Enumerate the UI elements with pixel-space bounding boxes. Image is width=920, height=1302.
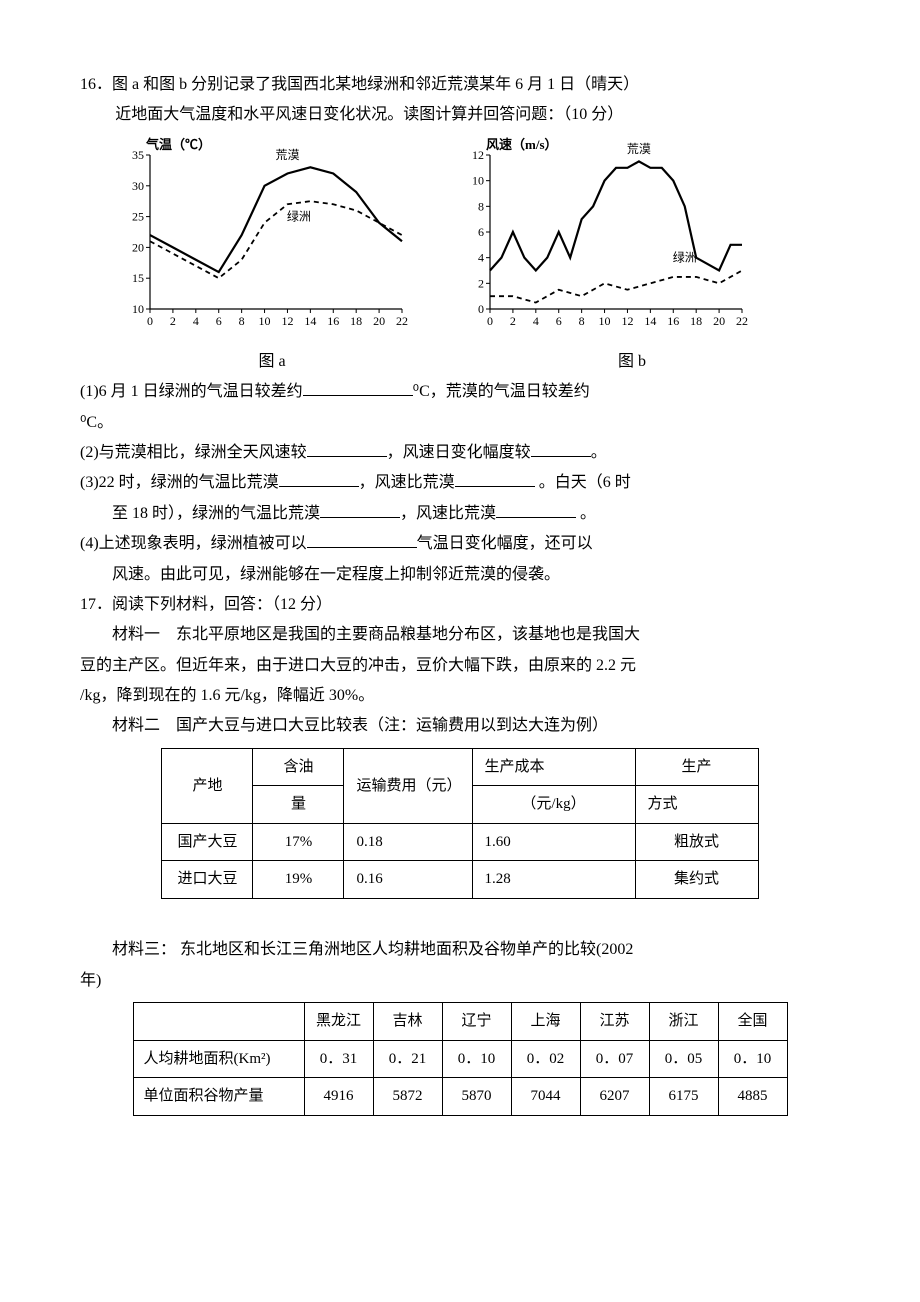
caption-a: 图 a <box>112 347 432 377</box>
svg-text:6: 6 <box>556 314 562 328</box>
svg-text:气温（℃）: 气温（℃） <box>146 137 211 152</box>
blank <box>279 470 359 487</box>
col-origin: 产地 <box>162 748 253 823</box>
svg-text:0: 0 <box>478 302 484 316</box>
svg-text:30: 30 <box>132 179 144 193</box>
chart-a: 气温（℃）1015202530350246810121416182022（时）荒… <box>112 137 412 337</box>
svg-text:10: 10 <box>132 302 144 316</box>
svg-text:8: 8 <box>239 314 245 328</box>
charts-row: 气温（℃）1015202530350246810121416182022（时）荒… <box>80 137 840 337</box>
svg-text:25: 25 <box>132 209 144 223</box>
svg-text:18: 18 <box>350 314 362 328</box>
svg-text:8: 8 <box>478 199 484 213</box>
blank <box>496 501 576 518</box>
q16-number: 16． <box>80 76 112 93</box>
col-cost-l2: （元/kg） <box>472 786 635 824</box>
svg-text:荒漠: 荒漠 <box>275 148 299 162</box>
table-row: 进口大豆 19% 0.16 1.28 集约式 <box>162 861 758 899</box>
svg-text:4: 4 <box>193 314 199 328</box>
q17-m1-l1: 材料一 东北平原地区是我国的主要商品粮基地分布区，该基地也是我国大 <box>80 620 840 650</box>
q17-m3-l1: 材料三： 东北地区和长江三角洲地区人均耕地面积及谷物单产的比较(2002 <box>80 935 840 965</box>
svg-text:4: 4 <box>533 314 539 328</box>
svg-text:6: 6 <box>216 314 222 328</box>
svg-text:20: 20 <box>713 314 725 328</box>
q16-sub2: (2)与荒漠相比，绿洲全天风速较，风速日变化幅度较。 <box>80 438 840 468</box>
svg-text:（时）: （时） <box>404 314 412 328</box>
svg-text:12: 12 <box>281 314 293 328</box>
svg-text:20: 20 <box>132 240 144 254</box>
q16-sub4: (4)上述现象表明，绿洲植被可以气温日变化幅度，还可以 <box>80 529 840 559</box>
blank <box>307 440 387 457</box>
svg-text:6: 6 <box>478 225 484 239</box>
q16-sub1: (1)6 月 1 日绿洲的气温日较差约⁰C，荒漠的气温日较差约 <box>80 377 840 407</box>
svg-text:0: 0 <box>487 314 493 328</box>
svg-text:35: 35 <box>132 148 144 162</box>
q17-m1-l3: /kg，降到现在的 1.6 元/kg，降幅近 30%。 <box>80 681 840 711</box>
chart-captions: 图 a 图 b <box>80 347 840 377</box>
svg-text:10: 10 <box>472 173 484 187</box>
table-row: 国产大豆 17% 0.18 1.60 粗放式 <box>162 823 758 861</box>
svg-text:15: 15 <box>132 271 144 285</box>
q16-sub4-cont: 风速。由此可见，绿洲能够在一定程度上抑制邻近荒漠的侵袭。 <box>80 560 840 590</box>
svg-text:2: 2 <box>478 276 484 290</box>
blank <box>303 379 413 396</box>
q16-stem-line2: 近地面大气温度和水平风速日变化状况。读图计算并回答问题：（10 分） <box>80 100 840 130</box>
q16-sub3: (3)22 时，绿洲的气温比荒漠，风速比荒漠 。白天（6 时 <box>80 468 840 498</box>
svg-text:16: 16 <box>327 314 339 328</box>
col-mode-l2: 方式 <box>635 786 758 824</box>
col-oil-l1: 含油 <box>253 748 344 786</box>
svg-text:14: 14 <box>304 314 316 328</box>
table1-wrap: 产地 含油 运输费用（元） 生产成本 生产 量 （元/kg） 方式 国产大豆 1… <box>80 748 840 899</box>
svg-text:绿洲: 绿洲 <box>287 208 311 223</box>
svg-text:2: 2 <box>170 314 176 328</box>
col-transport: 运输费用（元） <box>344 748 472 823</box>
spacer <box>80 905 840 935</box>
svg-text:8: 8 <box>579 314 585 328</box>
chart-b: 风速（m/s）0246810120246810121416182022（时）荒漠… <box>452 137 752 337</box>
table-row: 产地 含油 运输费用（元） 生产成本 生产 <box>162 748 758 786</box>
svg-text:10: 10 <box>259 314 271 328</box>
q17-m2: 材料二 国产大豆与进口大豆比较表（注：运输费用以到达大连为例） <box>80 711 840 741</box>
q16-sub1-cont: ⁰C。 <box>80 408 840 438</box>
caption-b: 图 b <box>472 347 792 377</box>
svg-text:绿洲: 绿洲 <box>673 249 697 264</box>
svg-text:12: 12 <box>621 314 633 328</box>
svg-text:4: 4 <box>478 250 484 264</box>
svg-text:（时）: （时） <box>744 314 752 328</box>
blank <box>455 470 535 487</box>
table-soybean: 产地 含油 运输费用（元） 生产成本 生产 量 （元/kg） 方式 国产大豆 1… <box>161 748 758 899</box>
blank <box>320 501 400 518</box>
table2-wrap: 黑龙江 吉林 辽宁 上海 江苏 浙江 全国 人均耕地面积(Km²) 0．31 0… <box>80 1002 840 1116</box>
col-oil-l2: 量 <box>253 786 344 824</box>
svg-text:12: 12 <box>472 148 484 162</box>
col-cost-l1: 生产成本 <box>472 748 635 786</box>
blank <box>307 531 417 548</box>
svg-text:10: 10 <box>599 314 611 328</box>
svg-text:20: 20 <box>373 314 385 328</box>
svg-text:风速（m/s）: 风速（m/s） <box>486 137 558 152</box>
svg-text:0: 0 <box>147 314 153 328</box>
q16-stem-line1: 16．图 a 和图 b 分别记录了我国西北某地绿洲和邻近荒漠某年 6 月 1 日… <box>80 70 840 100</box>
table-row: 黑龙江 吉林 辽宁 上海 江苏 浙江 全国 <box>133 1003 787 1041</box>
table-row: 单位面积谷物产量 4916 5872 5870 7044 6207 6175 4… <box>133 1078 787 1116</box>
svg-text:14: 14 <box>644 314 656 328</box>
q17-stem: 17．阅读下列材料，回答：（12 分） <box>80 590 840 620</box>
svg-text:2: 2 <box>510 314 516 328</box>
col-mode-l1: 生产 <box>635 748 758 786</box>
q16-sub3-cont: 至 18 时），绿洲的气温比荒漠，风速比荒漠 。 <box>80 499 840 529</box>
svg-text:荒漠: 荒漠 <box>627 142 651 156</box>
table-row: 人均耕地面积(Km²) 0．31 0．21 0．10 0．02 0．07 0．0… <box>133 1040 787 1078</box>
blank <box>531 440 591 457</box>
q17-number: 17． <box>80 596 112 613</box>
svg-text:16: 16 <box>667 314 679 328</box>
q17-m1-l2: 豆的主产区。但近年来，由于进口大豆的冲击，豆价大幅下跌，由原来的 2.2 元 <box>80 651 840 681</box>
q17-m3-l2: 年) <box>80 966 840 996</box>
svg-text:18: 18 <box>690 314 702 328</box>
table-region: 黑龙江 吉林 辽宁 上海 江苏 浙江 全国 人均耕地面积(Km²) 0．31 0… <box>133 1002 788 1116</box>
